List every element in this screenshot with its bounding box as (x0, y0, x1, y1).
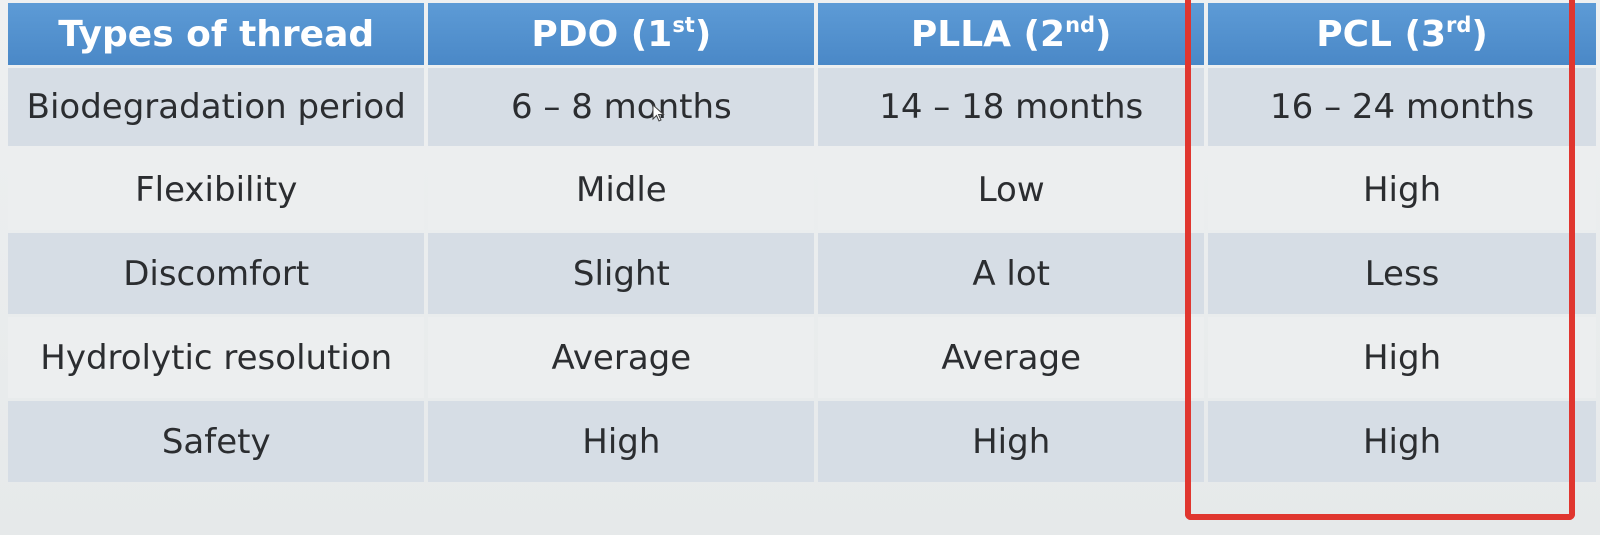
header-paren: ) (1471, 13, 1488, 55)
header-row: Types of thread PDO (1st) PLLA (2nd) PCL… (8, 3, 1596, 65)
row-label: Flexibility (8, 149, 425, 230)
header-plla: PLLA (2nd) (818, 3, 1205, 65)
header-ordinal: rd (1446, 12, 1472, 37)
cell-pdo: Midle (428, 149, 815, 230)
row-label: Discomfort (8, 233, 425, 314)
cell-pdo: Slight (428, 233, 815, 314)
header-paren: ) (694, 13, 712, 55)
header-ordinal: st (672, 12, 695, 37)
cell-pcl: Less (1208, 233, 1596, 314)
cell-plla: Average (818, 317, 1205, 398)
cell-plla: High (818, 401, 1205, 482)
header-label: PDO (1 (531, 13, 673, 55)
cell-pcl: 16 – 24 months (1208, 68, 1596, 146)
table-row-biodegradation-period: Biodegradation period 6 – 8 months 14 – … (8, 68, 1596, 146)
cell-plla: Low (818, 149, 1205, 230)
header-label: PLLA (2 (910, 13, 1066, 55)
cell-pcl: High (1208, 401, 1596, 482)
header-label: PCL (3 (1316, 13, 1447, 55)
table-row-hydrolytic-resolution: Hydrolytic resolution Average Average Hi… (8, 317, 1596, 398)
cell-pdo: High (428, 401, 815, 482)
table-row-safety: Safety High High High (8, 401, 1596, 482)
header-types-of-thread: Types of thread (8, 3, 425, 65)
row-label: Biodegradation period (8, 68, 425, 146)
cell-plla: 14 – 18 months (818, 68, 1205, 146)
header-pcl: PCL (3rd) (1208, 3, 1596, 65)
row-label: Hydrolytic resolution (8, 317, 425, 398)
cell-plla: A lot (818, 233, 1205, 314)
header-paren: ) (1095, 13, 1112, 55)
header-ordinal: nd (1065, 12, 1096, 37)
row-label: Safety (8, 401, 425, 482)
table-row-flexibility: Flexibility Midle Low High (8, 149, 1596, 230)
cell-pcl: High (1208, 149, 1596, 230)
header-label: Types of thread (58, 13, 375, 55)
cell-pcl: High (1208, 317, 1596, 398)
header-pdo: PDO (1st) (428, 3, 815, 65)
thread-comparison-table: Types of thread PDO (1st) PLLA (2nd) PCL… (4, 0, 1600, 485)
table-row-discomfort: Discomfort Slight A lot Less (8, 233, 1596, 314)
cell-pdo: Average (428, 317, 815, 398)
cell-pdo: 6 – 8 months (428, 68, 815, 146)
